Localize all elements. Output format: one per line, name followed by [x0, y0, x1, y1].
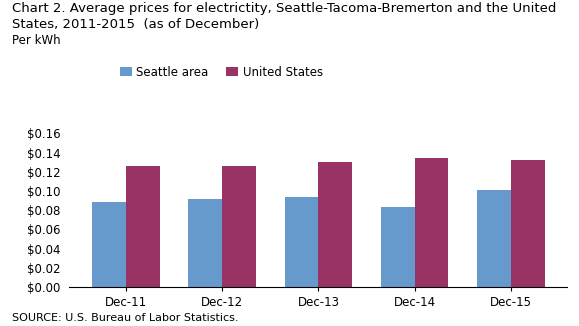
- Bar: [415, 158, 449, 287]
- Bar: [381, 207, 415, 287]
- Bar: [222, 166, 256, 287]
- Text: SOURCE: U.S. Bureau of Labor Statistics.: SOURCE: U.S. Bureau of Labor Statistics.: [12, 313, 238, 323]
- Bar: [92, 201, 126, 287]
- Bar: [285, 197, 318, 287]
- Bar: [318, 162, 352, 287]
- Text: States, 2011-2015  (as of December): States, 2011-2015 (as of December): [12, 18, 259, 31]
- Text: Chart 2. Average prices for electrictity, Seattle-Tacoma-Bremerton and the Unite: Chart 2. Average prices for electrictity…: [12, 2, 556, 15]
- Text: Per kWh: Per kWh: [12, 34, 60, 47]
- Legend: Seattle area, United States: Seattle area, United States: [115, 61, 328, 84]
- Bar: [126, 166, 160, 287]
- Bar: [477, 190, 511, 287]
- Bar: [188, 199, 222, 287]
- Bar: [511, 160, 545, 287]
